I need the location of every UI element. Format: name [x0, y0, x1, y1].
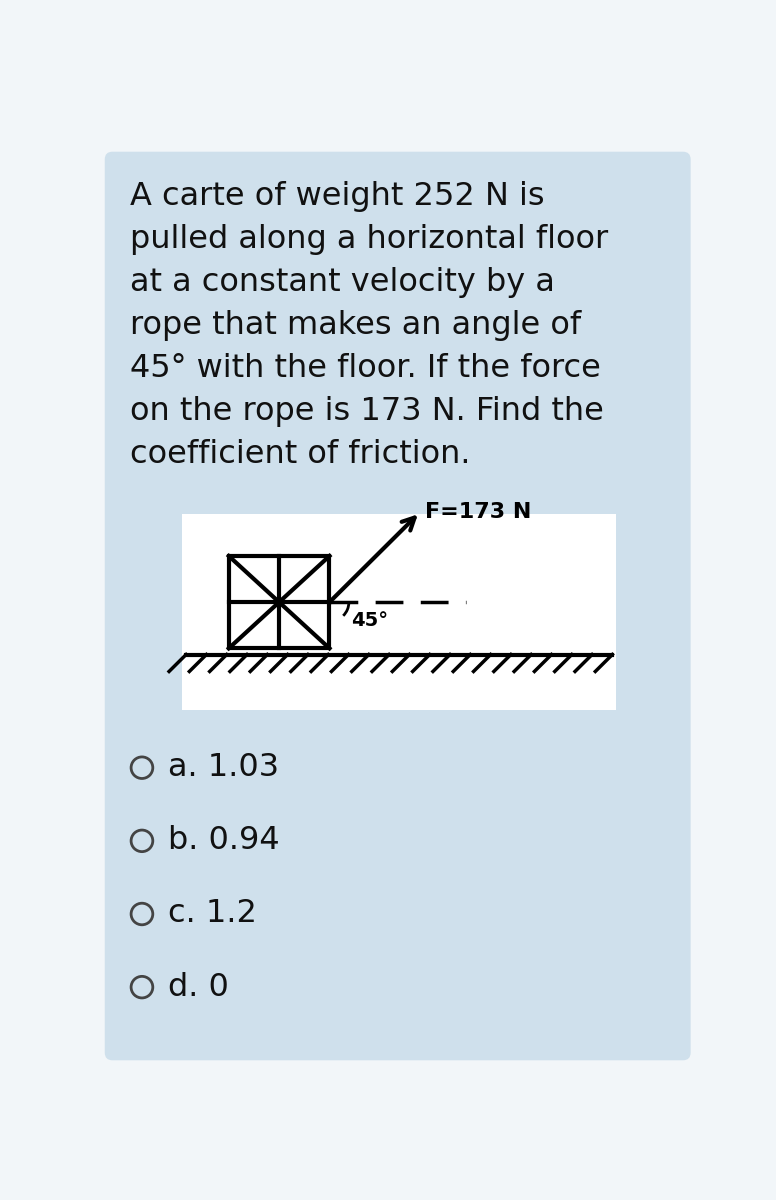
Circle shape: [131, 757, 153, 779]
Bar: [229, 556, 330, 648]
Text: 45°: 45°: [352, 611, 388, 630]
Text: A carte of weight 252 N is
pulled along a horizontal floor
at a constant velocit: A carte of weight 252 N is pulled along …: [130, 181, 608, 470]
Bar: [182, 514, 616, 710]
Text: F=173 N: F=173 N: [424, 503, 531, 522]
Circle shape: [131, 904, 153, 925]
FancyBboxPatch shape: [105, 151, 691, 1061]
Text: d. 0: d. 0: [168, 972, 229, 1003]
Text: c. 1.2: c. 1.2: [168, 899, 258, 930]
Text: b. 0.94: b. 0.94: [168, 826, 280, 857]
Circle shape: [131, 977, 153, 998]
Text: a. 1.03: a. 1.03: [168, 752, 279, 784]
Circle shape: [131, 830, 153, 852]
